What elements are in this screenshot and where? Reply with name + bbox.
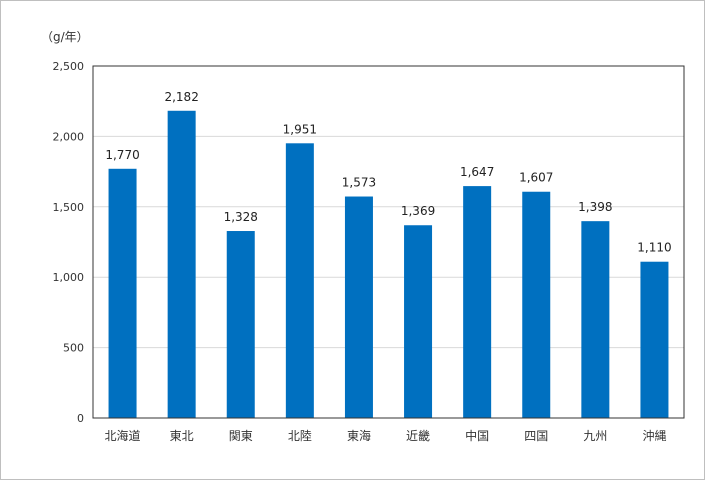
category-labels: 北海道 東北 関東 北陸 東海 近畿 中国 四国 九州 沖縄 <box>105 428 667 443</box>
value-labels: 1,770 2,182 1,328 1,951 1,573 1,369 1,647 1,607… <box>105 90 671 255</box>
x-category-label: 九州 <box>583 429 607 443</box>
bar <box>226 231 255 418</box>
data-label: 1,110 <box>637 241 671 255</box>
data-label: 1,573 <box>342 176 376 190</box>
bar <box>522 191 551 418</box>
y-tick-label: 1,500 <box>53 201 85 214</box>
x-category-label: 近畿 <box>406 429 430 443</box>
x-category-label: 沖縄 <box>642 428 666 443</box>
y-tick-label: 1,000 <box>53 271 85 284</box>
data-label: 1,398 <box>578 200 612 214</box>
plot-area-border <box>92 65 685 419</box>
y-tick-label: 0 <box>77 412 84 425</box>
bar <box>463 186 492 418</box>
y-tick-label: 2,500 <box>53 60 85 73</box>
bar <box>167 110 196 418</box>
bar <box>640 261 669 418</box>
x-category-label: 北海道 <box>105 428 141 443</box>
bar <box>344 196 373 418</box>
y-tick-label: 500 <box>63 342 84 355</box>
data-label: 1,951 <box>283 122 317 136</box>
x-category-label: 北陸 <box>288 429 312 443</box>
bar <box>404 225 433 418</box>
y-tick-label: 2,000 <box>53 130 85 143</box>
y-axis-ticks: 0 500 1,000 1,500 2,000 2,500 <box>53 60 85 425</box>
x-category-label: 東北 <box>170 429 194 443</box>
x-category-label: 東海 <box>347 428 371 443</box>
data-label: 2,182 <box>164 90 198 104</box>
bar <box>581 221 610 418</box>
y-axis-unit-label: （g/年） <box>41 30 89 44</box>
data-label: 1,607 <box>519 171 553 185</box>
bar <box>285 143 314 418</box>
data-label: 1,369 <box>401 204 435 218</box>
x-category-label: 関東 <box>229 429 253 443</box>
bar <box>108 168 137 418</box>
x-category-label: 中国 <box>465 428 489 443</box>
data-label: 1,770 <box>105 148 139 162</box>
data-label: 1,328 <box>224 210 258 224</box>
x-category-label: 四国 <box>524 429 548 443</box>
bars <box>108 110 669 418</box>
data-label: 1,647 <box>460 165 494 179</box>
